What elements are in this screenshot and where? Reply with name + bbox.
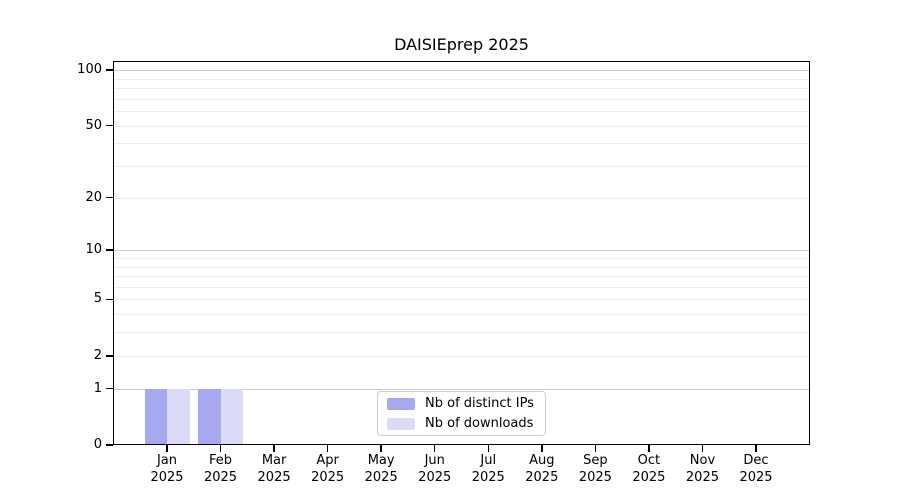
x-tick-label-nov: Nov 2025 bbox=[670, 452, 734, 486]
legend-item-distinct-ips: Nb of distinct IPs bbox=[378, 395, 545, 412]
y-tick-label: 100 bbox=[77, 62, 102, 78]
x-tick-month: Jul bbox=[480, 453, 497, 468]
x-tick-label-jul: Jul 2025 bbox=[456, 452, 520, 486]
x-tick-month: Apr bbox=[316, 453, 339, 468]
bar-jan-distinct-ips bbox=[144, 388, 167, 445]
minor-gridline bbox=[113, 88, 810, 90]
y-tick-label: 20 bbox=[85, 189, 102, 205]
x-tick-year: 2025 bbox=[578, 470, 612, 485]
chart-title: DAISIEprep 2025 bbox=[394, 35, 529, 54]
x-tick-label-mar: Mar 2025 bbox=[242, 452, 306, 486]
y-tick-label: 50 bbox=[85, 117, 102, 133]
y-tick bbox=[106, 355, 113, 357]
y-tick-label: 2 bbox=[93, 347, 102, 363]
x-tick-month: Mar bbox=[261, 453, 287, 468]
minor-gridline bbox=[113, 125, 810, 127]
y-tick bbox=[106, 298, 113, 301]
x-tick-label-jun: Jun 2025 bbox=[403, 452, 467, 486]
x-tick-label-apr: Apr 2025 bbox=[296, 452, 360, 486]
x-tick-month: May bbox=[367, 453, 395, 468]
bar-jan-downloads bbox=[167, 388, 190, 445]
x-tick-year: 2025 bbox=[418, 470, 452, 485]
legend-swatch-distinct-ips bbox=[387, 397, 415, 410]
x-tick-year: 2025 bbox=[364, 470, 398, 485]
x-tick bbox=[648, 445, 650, 452]
minor-gridline bbox=[113, 286, 810, 288]
y-tick-label: 1 bbox=[93, 380, 102, 396]
y-tick-label: 10 bbox=[85, 242, 102, 258]
x-tick bbox=[701, 445, 704, 452]
x-tick-year: 2025 bbox=[471, 470, 505, 485]
x-tick bbox=[380, 445, 382, 452]
minor-gridline bbox=[113, 276, 810, 278]
x-tick-label-aug: Aug 2025 bbox=[510, 452, 574, 486]
x-tick-year: 2025 bbox=[311, 470, 345, 485]
x-tick-month: Dec bbox=[743, 453, 769, 468]
x-tick-year: 2025 bbox=[525, 470, 559, 485]
minor-gridline bbox=[113, 266, 810, 268]
x-tick-month: Nov bbox=[689, 453, 716, 468]
legend-label-downloads: Nb of downloads bbox=[425, 416, 534, 431]
minor-gridline bbox=[113, 78, 810, 80]
x-tick bbox=[433, 445, 436, 452]
major-gridline bbox=[113, 70, 810, 72]
y-tick-label: 5 bbox=[93, 291, 102, 307]
legend-item-downloads: Nb of downloads bbox=[378, 415, 545, 432]
y-tick-label: 0 bbox=[93, 437, 102, 452]
minor-gridline bbox=[113, 98, 810, 100]
x-tick bbox=[755, 445, 757, 452]
x-tick-month: Aug bbox=[529, 453, 555, 468]
x-tick-month: Sep bbox=[583, 453, 608, 468]
x-tick-month: Oct bbox=[637, 453, 661, 468]
bar-feb-distinct-ips bbox=[198, 388, 221, 445]
x-tick bbox=[166, 445, 168, 452]
minor-gridline bbox=[113, 299, 810, 301]
x-tick bbox=[594, 445, 597, 452]
legend-label-distinct-ips: Nb of distinct IPs bbox=[425, 396, 534, 411]
legend: Nb of distinct IPs Nb of downloads bbox=[377, 391, 546, 436]
x-tick-year: 2025 bbox=[257, 470, 291, 485]
minor-gridline bbox=[113, 314, 810, 316]
x-tick-month: Jan bbox=[156, 453, 178, 468]
x-tick bbox=[219, 445, 222, 452]
x-tick-label-oct: Oct 2025 bbox=[617, 452, 681, 486]
x-tick-year: 2025 bbox=[685, 470, 719, 485]
x-tick-year: 2025 bbox=[632, 470, 666, 485]
y-tick bbox=[106, 444, 113, 446]
x-tick-month: Feb bbox=[209, 453, 233, 468]
x-tick-year: 2025 bbox=[739, 470, 773, 485]
y-tick bbox=[106, 196, 113, 199]
minor-gridline bbox=[113, 355, 810, 357]
minor-gridline bbox=[113, 197, 810, 199]
x-tick-label-may: May 2025 bbox=[349, 452, 413, 486]
y-tick bbox=[106, 69, 113, 71]
x-tick bbox=[487, 445, 490, 452]
y-tick bbox=[106, 124, 113, 127]
y-tick bbox=[106, 249, 113, 251]
x-tick bbox=[541, 445, 543, 452]
major-gridline bbox=[113, 250, 810, 252]
minor-gridline bbox=[113, 143, 810, 145]
x-tick-month: Jun bbox=[424, 453, 445, 468]
x-tick-year: 2025 bbox=[150, 470, 184, 485]
plot-area bbox=[113, 61, 810, 445]
minor-gridline bbox=[113, 111, 810, 113]
y-tick bbox=[106, 387, 113, 390]
x-tick bbox=[326, 445, 329, 452]
legend-swatch-downloads bbox=[387, 417, 415, 430]
bar-feb-downloads bbox=[220, 388, 244, 445]
x-tick-label-dec: Dec 2025 bbox=[724, 452, 788, 486]
minor-gridline bbox=[113, 166, 810, 168]
x-tick-label-jan: Jan 2025 bbox=[135, 452, 199, 486]
x-tick bbox=[273, 445, 275, 452]
minor-gridline bbox=[113, 332, 810, 334]
major-gridline bbox=[113, 388, 810, 390]
x-tick-label-feb: Feb 2025 bbox=[189, 452, 253, 486]
minor-gridline bbox=[113, 257, 810, 259]
x-tick-label-sep: Sep 2025 bbox=[563, 452, 627, 486]
x-tick-year: 2025 bbox=[203, 470, 238, 485]
